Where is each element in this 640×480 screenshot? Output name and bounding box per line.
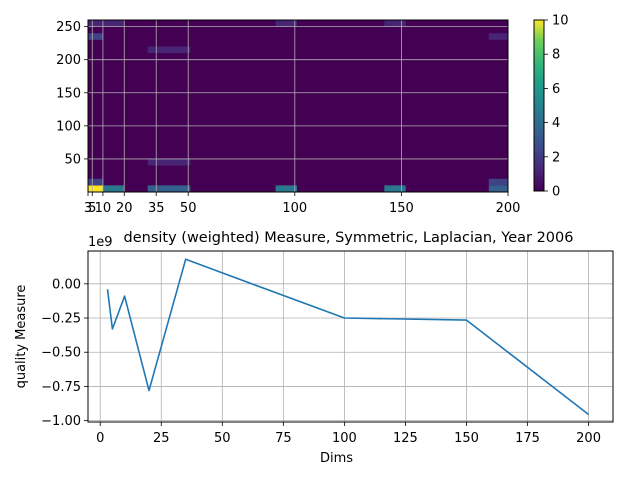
heatmap-cell [88,178,103,186]
line-chart-x-tick-label: 150 [454,431,479,446]
heatmap-cell [102,185,125,192]
line-chart-y-tick-label: −0.75 [41,380,81,395]
line-chart: density (weighted) Measure, Symmetric, L… [14,230,614,466]
colorbar-tick-label: 0 [552,185,560,200]
heatmap-x-tick-label: 150 [389,201,414,216]
colorbar-gradient [533,19,545,192]
heatmap-y-tick-label: 200 [56,53,81,68]
heatmap-cells [88,20,508,192]
heatmap-cell [147,158,191,166]
line-chart-x-axis: 0 25 50 75 100 125 150 175 200 [96,422,601,446]
line-chart-title: density (weighted) Measure, Symmetric, L… [124,230,574,246]
colorbar-tick-label: 4 [552,116,560,131]
heatmap-cell [384,185,406,192]
heatmap-cell [88,185,103,192]
heatmap-x-tick-label: 3 [84,201,92,216]
series-line [106,258,590,416]
colorbar-tick-label: 10 [552,14,569,29]
heatmap-cell [88,20,125,27]
heatmap-cell [488,178,508,186]
line-chart-grid [88,251,613,422]
heatmap-x-tick-label: 50 [180,201,197,216]
line-chart-x-tick-label: 75 [275,431,292,446]
line-chart-frame [87,250,614,423]
y-offset-text: 1e9 [88,235,113,250]
line-chart-y-tick-label: 0.00 [52,277,81,292]
heatmap-x-tick-label: 100 [282,201,307,216]
colorbar-tick-label: 2 [552,150,560,165]
heatmap-y-axis: 50 100 150 200 250 [56,20,88,167]
heatmap-x-tick-label: 10 [95,201,112,216]
line-chart-x-tick-label: 125 [393,431,418,446]
heatmap-x-tick-label: 200 [496,201,521,216]
colorbar: 0 2 4 6 8 10 [533,14,569,200]
heatmap-cell [275,185,297,192]
colorbar-tick-label: 6 [552,82,560,97]
heatmap-cell [275,20,297,27]
heatmap-x-tick-label: 20 [116,201,133,216]
heatmap-y-tick-label: 100 [56,119,81,134]
colorbar-ticks: 0 2 4 6 8 10 [544,14,569,200]
heatmap-cell [88,33,103,40]
heatmap-x-tick-label: 5 [88,201,96,216]
line-chart-x-tick-label: 25 [153,431,170,446]
line-chart-y-tick-label: −0.25 [41,312,81,327]
heatmap-cell [488,185,508,192]
line-chart-x-tick-label: 200 [576,431,601,446]
heatmap-y-tick-label: 50 [64,152,81,167]
heatmap-y-tick-label: 150 [56,86,81,101]
x-axis-label: Dims [320,451,353,466]
line-chart-x-tick-label: 0 [96,431,104,446]
heatmap-y-tick-label: 250 [56,20,81,35]
heatmap-frame [87,19,509,193]
line-chart-y-tick-label: −0.50 [41,346,81,361]
heatmap-background [88,20,508,192]
heatmap-cell [488,33,508,40]
line-chart-x-tick-label: 50 [214,431,231,446]
y-axis-label: quality Measure [14,285,29,389]
heatmap-cell [384,20,406,27]
heatmap-cell [147,185,191,192]
heatmap-x-tick-label: 35 [148,201,165,216]
colorbar-tick-label: 8 [552,48,560,63]
heatmap-cell [147,46,191,54]
line-chart-y-axis: 0.00 −0.25 −0.50 −0.75 −1.00 [41,277,88,429]
line-chart-y-tick-label: −1.00 [41,414,81,429]
line-chart-x-tick-label: 100 [332,431,357,446]
line-chart-x-tick-label: 175 [515,431,540,446]
